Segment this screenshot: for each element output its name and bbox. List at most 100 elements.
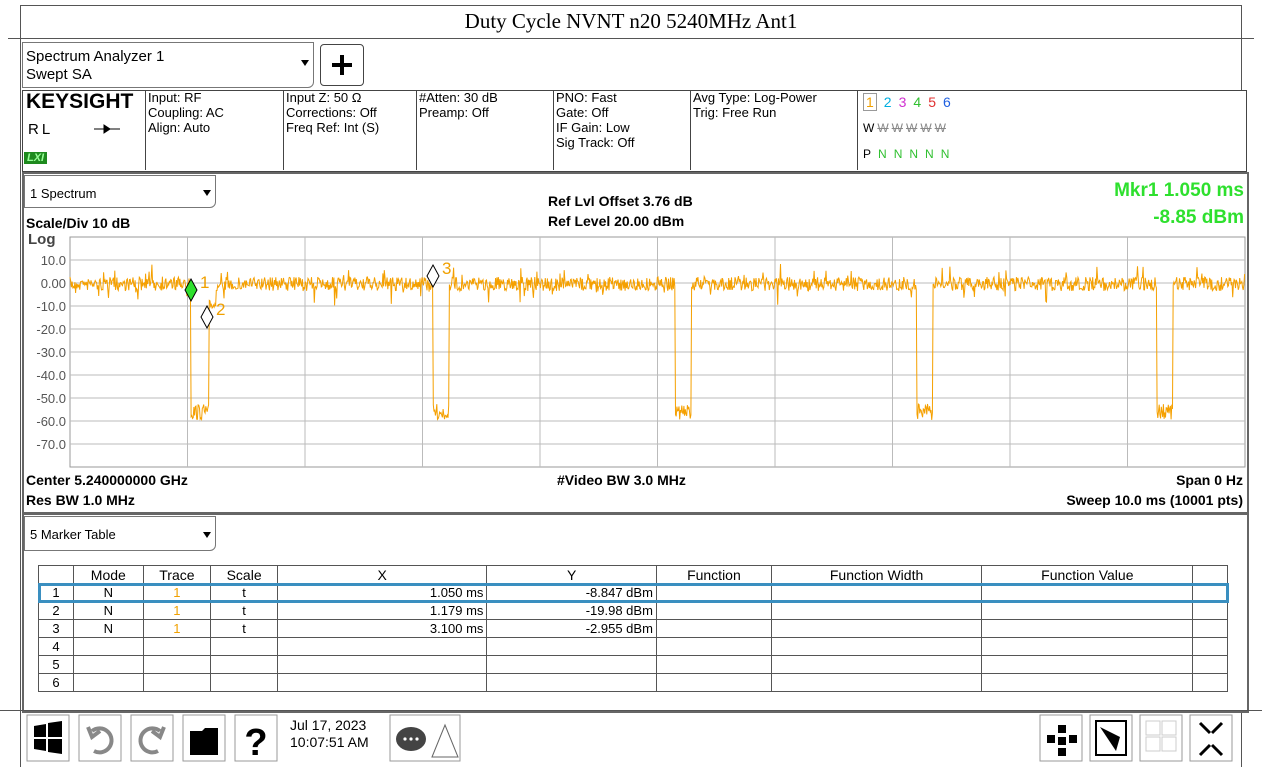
cell — [981, 637, 1194, 656]
plus-icon — [332, 55, 352, 75]
w-mark: W — [934, 121, 946, 135]
p-mark: N — [909, 147, 919, 161]
info-line: Preamp: Off — [419, 105, 489, 120]
arrow — [301, 60, 309, 66]
trace-number: 3 — [898, 94, 907, 110]
info-column: Input Z: 50 Ω Corrections: Off Freq Ref: I… — [283, 90, 379, 170]
info-line: #Atten: 30 dB — [419, 90, 498, 105]
row: 6 — [37, 673, 1228, 692]
cell — [210, 655, 278, 674]
p-mark: N — [878, 147, 887, 161]
info-line: Gate: Off — [556, 105, 609, 120]
cell — [655, 673, 772, 692]
header-cell: X — [276, 565, 488, 584]
info-line: Freq Ref: Int (S) — [286, 120, 380, 135]
cell — [655, 601, 772, 620]
cell: N — [73, 601, 144, 620]
cell — [1192, 637, 1228, 656]
p-mark: N — [893, 147, 903, 161]
trace-number: 6 — [942, 94, 951, 110]
analyzer: Spectrum Analyzer 1 — [26, 48, 165, 65]
cell: -8.847 dBm — [486, 583, 657, 602]
cell: 2 — [37, 601, 75, 620]
header-row: Mode Trace Scale X Y Function Function Width Fu… — [37, 565, 1228, 584]
info-line: Coupling: AC — [148, 105, 224, 120]
info-line: Avg Type: Log-Power — [693, 90, 817, 105]
w-mark: W — [891, 121, 903, 135]
info-column: Avg Type: Log-Power Trig: Free Run — [690, 90, 817, 170]
info-bar — [22, 90, 1247, 172]
cell — [981, 601, 1194, 620]
y-label: -50.0 — [36, 391, 66, 406]
cell: 1 — [142, 601, 212, 620]
cell: 4 — [37, 637, 75, 656]
header-cell: Trace — [142, 565, 212, 584]
date: Jul 17, 2023 — [290, 717, 367, 733]
add-button[interactable] — [320, 44, 364, 86]
y-label: -40.0 — [36, 368, 66, 383]
ref-offset: Ref Lvl Offset 3.76 dB — [548, 193, 693, 209]
p-mark: N — [940, 147, 950, 161]
info-line: Trig: Free Run — [693, 105, 777, 120]
cell: 1.179 ms — [276, 601, 488, 620]
taskbar-line — [0, 710, 1262, 711]
scale: Scale/Div 10 dB — [26, 215, 131, 231]
cell: t — [210, 619, 278, 638]
row: 1 N 1 t 1.050 ms -8.847 dBm — [37, 582, 1229, 603]
y-label: -70.0 — [36, 437, 66, 452]
cell — [1192, 655, 1228, 674]
y-label: 10.0 — [41, 253, 66, 268]
cell — [210, 637, 278, 656]
cell — [276, 673, 488, 692]
w-mark: W — [920, 121, 932, 135]
trace — [69, 263, 1246, 422]
cell — [1192, 583, 1228, 602]
cell — [770, 637, 983, 656]
header-cell: Mode — [73, 565, 144, 584]
cell — [770, 583, 983, 602]
cell: -19.98 dBm — [486, 601, 657, 620]
row: 3 N 1 t 3.100 ms -2.955 dBm — [37, 619, 1228, 638]
info-column: Input: RF Coupling: AC Align: Auto — [145, 90, 224, 170]
svg-text:?: ? — [244, 722, 267, 764]
cell: t — [210, 583, 278, 602]
cell: 3.100 ms — [276, 619, 488, 638]
row: 5 — [37, 655, 1228, 674]
marker-label: 3 — [442, 259, 451, 278]
cell — [73, 673, 144, 692]
cell — [142, 655, 212, 674]
table-window: 5 Marker Table — [30, 527, 116, 542]
marker-table: Mode Trace Scale X Y Function Function Width Fu… — [37, 565, 1229, 692]
y-label: -20.0 — [36, 322, 66, 337]
log: Log — [28, 231, 56, 248]
cell — [981, 583, 1194, 602]
cell: N — [73, 619, 144, 638]
marker — [184, 277, 198, 303]
cell — [210, 673, 278, 692]
trace-number: 2 — [883, 94, 892, 110]
cell — [981, 655, 1194, 674]
cell: -2.955 dBm — [486, 619, 657, 638]
header-cell: Scale — [210, 565, 278, 584]
cell — [276, 655, 488, 674]
trace-number: 1 — [863, 93, 877, 111]
mode: Swept SA — [26, 66, 92, 83]
cell: 1 — [142, 583, 212, 602]
info-line: Input: RF — [148, 90, 202, 105]
center: Center 5.240000000 GHz — [26, 472, 188, 488]
spectrum-dropdown[interactable]: 1 Spectrum — [24, 175, 216, 208]
plot: 10.0 0.00 -10.0 -20.0 -30.0 -40.0 -50.0 -60.0 -7… — [36, 236, 1246, 468]
info-column: #Atten: 30 dB Preamp: Off — [416, 90, 498, 170]
video-bw: #Video BW 3.0 MHz — [557, 472, 686, 488]
cell: 1.050 ms — [276, 583, 488, 602]
table-dropdown[interactable]: 5 Marker Table — [24, 516, 216, 551]
arrow — [203, 532, 211, 538]
cell: t — [210, 601, 278, 620]
cell — [770, 673, 983, 692]
analyzer-dropdown[interactable]: Spectrum Analyzer 1 Swept SA — [22, 42, 314, 88]
info-line: Input Z: 50 Ω — [286, 90, 362, 105]
